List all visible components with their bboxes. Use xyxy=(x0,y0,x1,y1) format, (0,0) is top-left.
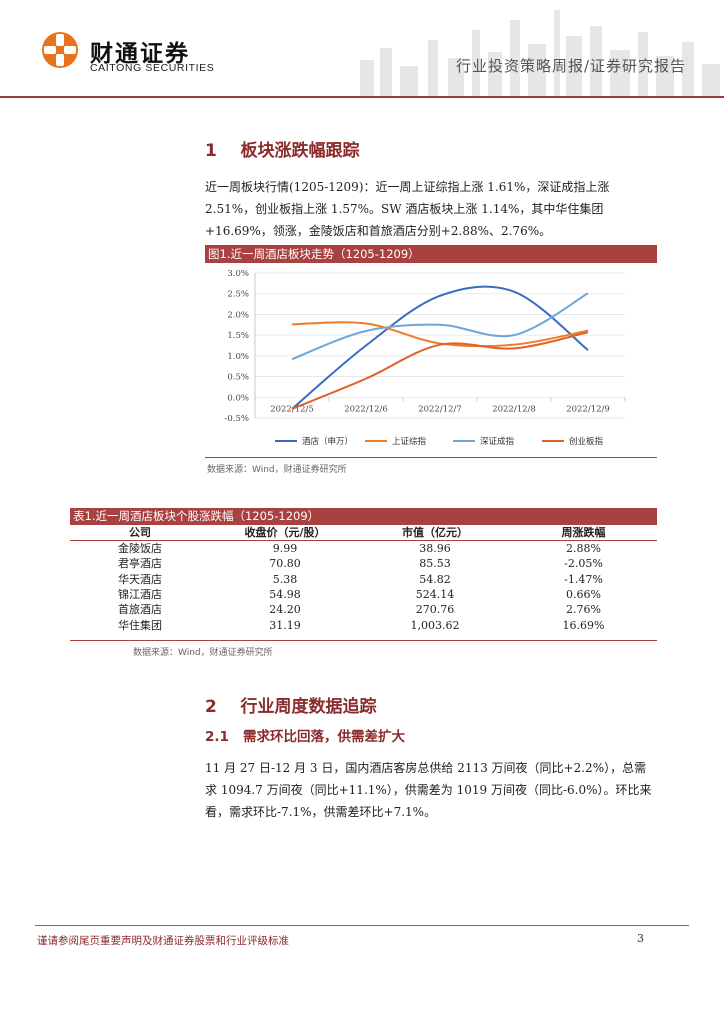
cell-market-cap: 270.76 xyxy=(415,603,455,617)
cell-weekly-change: 0.66% xyxy=(566,587,601,601)
cell-market-cap: 38.96 xyxy=(419,542,451,555)
footer-divider xyxy=(35,925,689,926)
table-row: 金陵饭店 9.99 38.96 2.88% xyxy=(70,541,657,557)
section-1-heading: 板块涨跌幅跟踪 xyxy=(240,141,360,161)
cell-company: 首旅酒店 xyxy=(118,603,162,617)
x-tick-label: 2022/12/8 xyxy=(492,404,536,414)
table-row: 君亭酒店 70.80 85.53 -2.05% xyxy=(70,556,657,571)
y-tick-label: 2.0% xyxy=(227,310,249,320)
cell-market-cap: 1,003.62 xyxy=(410,618,460,632)
x-tick-label: 2022/12/9 xyxy=(566,404,610,414)
cell-close-price: 24.20 xyxy=(269,603,301,617)
logo-chinese-name: 财通证券 xyxy=(90,41,190,67)
header-divider xyxy=(0,96,724,98)
cell-company: 华住集团 xyxy=(118,618,162,632)
x-tick-label: 2022/12/5 xyxy=(270,404,314,414)
table-row: 锦江酒店 54.98 524.14 0.66% xyxy=(70,587,657,602)
series-line-1 xyxy=(291,285,589,410)
table-row: 华天酒店 5.38 54.82 -1.47% xyxy=(70,571,657,586)
y-tick-label: -0.5% xyxy=(225,414,249,424)
y-tick-label: 0.5% xyxy=(227,373,249,383)
cell-market-cap: 524.14 xyxy=(415,587,455,601)
figure-1-source: 数据来源：Wind，财通证券研究所 xyxy=(207,465,347,475)
section-2-heading: 行业周度数据追踪 xyxy=(240,697,377,717)
series-line-4 xyxy=(291,331,589,410)
table-1-source: 数据来源：Wind，财通证券研究所 xyxy=(133,648,273,658)
figure-1-bottom-rule xyxy=(205,457,657,458)
cell-company: 金陵饭店 xyxy=(118,542,162,555)
city-skyline-icon xyxy=(360,10,720,96)
cell-close-price: 5.38 xyxy=(272,572,298,586)
report-type-label: 行业投资策略周报/证券研究报告 xyxy=(455,57,686,75)
hotel-sector-line-chart: 3.0% 2.5% 2.0% 1.5% 1.0% 0.5% 0.0% -0.5% 2022/12… xyxy=(225,269,626,447)
legend-label: 上证综指 xyxy=(392,436,427,447)
cell-weekly-change: -1.47% xyxy=(564,572,603,586)
header-weekly-change: 周涨跌幅 xyxy=(510,525,657,541)
cell-weekly-change: 16.69% xyxy=(562,618,605,632)
cell-close-price: 70.80 xyxy=(269,557,301,571)
section-2-number: 2 xyxy=(205,697,217,717)
header-close-price: 收盘价（元/股） xyxy=(210,525,360,541)
table-row: 首旅酒店 24.20 270.76 2.76% xyxy=(70,602,657,617)
x-tick-label: 2022/12/7 xyxy=(418,404,462,414)
legend-label: 创业板指 xyxy=(569,436,604,447)
legend-label: 酒店（申万） xyxy=(302,436,353,447)
cell-market-cap: 85.53 xyxy=(419,557,451,571)
cell-weekly-change: 2.88% xyxy=(566,542,601,555)
header-company: 公司 xyxy=(70,525,210,541)
subsection-2-1-title: 2.1 需求环比回落，供需差扩大 xyxy=(205,725,405,745)
cell-company: 锦江酒店 xyxy=(118,587,162,601)
footer-disclaimer: 谨请参阅尾页重要声明及财通证券股票和行业评级标准 xyxy=(37,935,289,947)
table-1-bottom-rule xyxy=(70,640,657,641)
section-2-title: 2 行业周度数据追踪 xyxy=(205,692,377,717)
section-2-paragraph: 11 月 27 日-12 月 3 日，国内酒店客房总供给 2113 万间夜（同比… xyxy=(205,761,652,819)
y-tick-label: 1.0% xyxy=(227,352,249,362)
x-tick-label: 2022/12/6 xyxy=(344,404,388,414)
y-tick-label: 0.0% xyxy=(227,393,249,403)
table-header-row: 公司 收盘价（元/股） 市值（亿元） 周涨跌幅 xyxy=(70,525,657,541)
cell-company: 华天酒店 xyxy=(118,572,162,586)
section-1-title: 1 板块涨跌幅跟踪 xyxy=(205,136,360,161)
cell-close-price: 54.98 xyxy=(269,587,301,601)
table-1-caption: 表1.近一周酒店板块个股涨跌幅（1205-1209） xyxy=(70,508,657,525)
y-tick-label: 1.5% xyxy=(227,331,249,341)
cell-market-cap: 54.82 xyxy=(419,572,451,586)
section-1-number: 1 xyxy=(205,141,217,161)
cell-close-price: 9.99 xyxy=(272,542,298,555)
header-market-cap: 市值（亿元） xyxy=(360,525,510,541)
y-tick-label: 2.5% xyxy=(227,290,249,300)
y-tick-label: 3.0% xyxy=(227,269,249,279)
series-line-3 xyxy=(291,292,589,361)
table-row: 华住集团 31.19 1,003.62 16.69% xyxy=(70,618,657,633)
cell-close-price: 31.19 xyxy=(269,618,301,632)
caitong-logo-icon xyxy=(42,32,78,68)
page-number: 3 xyxy=(637,932,644,945)
logo-english-name: CAITONG SECURITIES xyxy=(90,62,215,74)
subsection-2-1-number: 2.1 xyxy=(205,729,229,745)
series-line-2 xyxy=(291,321,589,348)
page-header: 财通证券 CAITONG SECURITIES 行业投资策略周报/证券研究报告 xyxy=(0,0,724,100)
subsection-2-1-heading: 需求环比回落，供需差扩大 xyxy=(243,729,406,745)
stock-performance-table: 公司 收盘价（元/股） 市值（亿元） 周涨跌幅 金陵饭店 9.99 38.96 … xyxy=(70,525,657,633)
cell-company: 君亭酒店 xyxy=(118,557,162,571)
cell-weekly-change: -2.05% xyxy=(564,557,603,571)
figure-1-caption: 图1.近一周酒店板块走势（1205-1209） xyxy=(205,245,657,263)
section-1-paragraph: 近一周板块行情(1205-1209)：近一周上证综指上涨 1.61%，深证成指上… xyxy=(205,180,610,238)
cell-weekly-change: 2.76% xyxy=(566,603,601,617)
legend-label: 深证成指 xyxy=(480,436,515,447)
